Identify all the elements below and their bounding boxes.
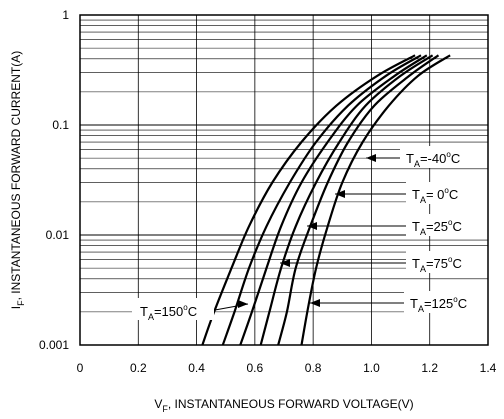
x-tick-label: 1.0: [363, 361, 380, 375]
x-tick-label: 0: [77, 361, 84, 375]
curve-label-bg: [406, 251, 490, 273]
curve-labels: TA=150oC TA=125oC TA=75oC TA=25oC TA= 0oC TA=…: [132, 146, 490, 322]
x-tick-label: 0.4: [188, 361, 205, 375]
arrow-head: [280, 259, 290, 267]
curve-3: [259, 54, 434, 346]
curve-1: [221, 54, 422, 346]
curve-label: TA=125oC: [410, 295, 467, 314]
x-tick-label: 1.2: [421, 361, 438, 375]
curve-label-bg: [404, 291, 490, 313]
arrow-head: [238, 300, 248, 308]
y-tick-label: 0.01: [46, 228, 70, 242]
x-tick-label: 0.2: [130, 361, 147, 375]
curve-label: TA= 0oC: [412, 186, 458, 205]
curve-label: TA=150oC: [140, 303, 197, 322]
curves: [201, 54, 451, 346]
y-tick-label: 0.1: [52, 118, 69, 132]
y-tick-label: 1: [62, 8, 69, 22]
curve-label: TA=25oC: [412, 218, 462, 237]
x-tick-label: 0.8: [305, 361, 322, 375]
y-axis-label: IF, INSTANTANEOUS FORWARD CURRENT(A): [9, 51, 26, 309]
curve-label-bg: [406, 214, 490, 236]
x-tick-label: 1.4: [480, 361, 497, 375]
curve-0: [201, 54, 416, 346]
y-tick-label: 0.001: [39, 338, 69, 352]
curve-label: TA=-40oC: [406, 150, 460, 169]
tick-labels: 0 0.2 0.4 0.6 0.8 1.0 1.2 1.4 1 0.1 0.01 0.001: [39, 8, 497, 375]
curve-5: [300, 54, 451, 346]
curve-4: [277, 54, 440, 346]
x-axis-label: VF, INSTANTANEOUS FORWARD VOLTAGE(V): [154, 397, 413, 414]
arrow-head: [307, 222, 317, 230]
curve-label-bg: [400, 146, 490, 168]
x-tick-label: 0.6: [247, 361, 264, 375]
curve-label: TA=75oC: [412, 255, 462, 274]
arrow-head: [366, 154, 376, 162]
arrow-head: [310, 299, 320, 307]
curve-label-bg: [132, 298, 214, 320]
curve-label-bg: [406, 182, 490, 204]
plot-frame: [79, 14, 489, 346]
curve-2: [239, 54, 428, 346]
arrow-head: [335, 190, 345, 198]
